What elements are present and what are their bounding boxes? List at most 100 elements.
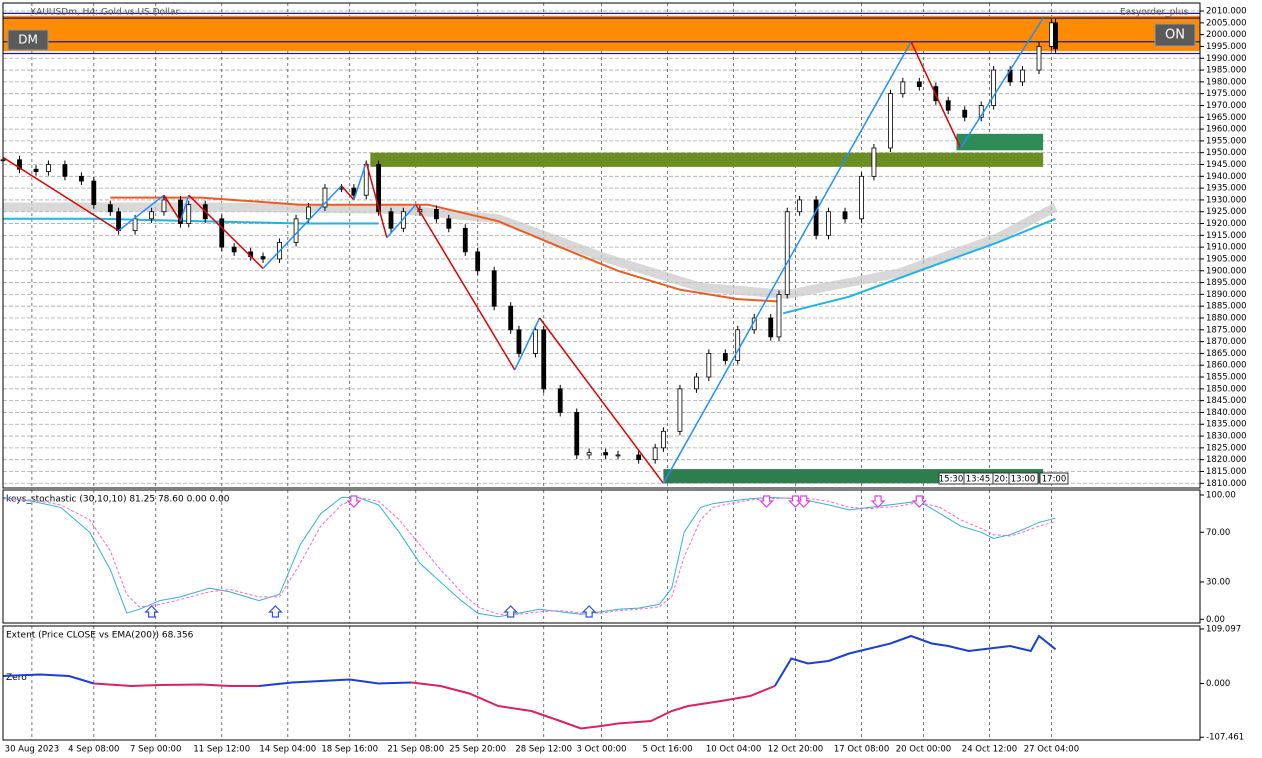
indicator-line xyxy=(2,496,1056,615)
zone xyxy=(370,152,1044,167)
indicator-line xyxy=(2,496,1056,618)
candle xyxy=(962,109,968,118)
signal-arrow-down xyxy=(870,495,886,508)
candle xyxy=(231,246,237,253)
time-label: 13:00 xyxy=(1011,475,1036,485)
y-tick-label: 0.000 xyxy=(1206,679,1230,689)
signal-arrow-up xyxy=(503,605,519,618)
candle xyxy=(826,211,831,236)
signal-arrow-down xyxy=(911,495,927,508)
signal-arrow-down xyxy=(796,495,812,508)
candle xyxy=(149,211,154,220)
y-tick-label: 1830.000 xyxy=(1206,432,1247,442)
candle xyxy=(293,218,299,243)
y-tick-label: 1980.000 xyxy=(1206,77,1247,87)
y-tick-label: 1875.000 xyxy=(1206,325,1247,335)
y-tick-label: 2000.000 xyxy=(1206,30,1247,40)
on-button-label[interactable]: ON xyxy=(1165,28,1185,43)
candle xyxy=(46,164,51,172)
y-tick-label: 70.00 xyxy=(1206,528,1230,538)
candle xyxy=(1036,46,1042,71)
zigzag-segment xyxy=(415,204,516,371)
expert-name: Easyorder_plus xyxy=(1120,8,1189,18)
candle xyxy=(1053,22,1058,50)
zone xyxy=(3,15,1200,52)
candle xyxy=(652,447,658,461)
candle xyxy=(433,208,439,220)
zigzag-segment xyxy=(118,194,165,232)
y-tick-label: 1985.000 xyxy=(1206,66,1247,76)
y-tick-label: 1880.000 xyxy=(1206,313,1247,323)
candle xyxy=(388,211,394,229)
y-tick-label: 1925.000 xyxy=(1206,207,1247,217)
candle xyxy=(706,353,712,378)
x-tick-label: 7 Sep 00:00 xyxy=(130,745,181,755)
x-tick-label: 27 Oct 04:00 xyxy=(1024,745,1079,755)
y-tick-label: 1935.000 xyxy=(1206,184,1247,194)
time-label: 17:00 xyxy=(1042,475,1067,485)
candle xyxy=(1020,69,1025,83)
signal-arrow-up xyxy=(267,605,283,618)
x-tick-label: 20 Oct 00:00 xyxy=(896,745,951,755)
y-tick-label: 1960.000 xyxy=(1206,125,1247,135)
indicator-line xyxy=(411,681,776,730)
moving-average xyxy=(3,217,379,225)
candle xyxy=(797,199,803,213)
candle xyxy=(557,388,563,413)
candle xyxy=(62,164,68,177)
zero-label: Zero xyxy=(6,673,27,683)
candle xyxy=(446,218,452,229)
moving-average xyxy=(110,196,780,303)
candle xyxy=(768,317,774,338)
candle xyxy=(178,199,183,224)
candle xyxy=(79,175,84,182)
candle xyxy=(306,206,311,220)
signal-arrow-down xyxy=(346,495,362,508)
candle xyxy=(161,199,167,213)
y-tick-label: 1995.000 xyxy=(1206,42,1247,52)
dm-button-label[interactable]: DM xyxy=(18,33,38,47)
zigzag-segment xyxy=(959,17,1044,149)
x-tick-label: 14 Sep 04:00 xyxy=(259,745,316,755)
x-tick-label: 28 Sep 12:00 xyxy=(515,745,572,755)
stochastic-panel-frame xyxy=(2,489,1201,624)
candle xyxy=(842,211,848,220)
time-label: 13:45 xyxy=(966,475,991,485)
y-tick-label: 1815.000 xyxy=(1206,467,1247,477)
time-label: 20: xyxy=(994,475,1008,485)
y-tick-label: 1915.000 xyxy=(1206,231,1247,241)
y-tick-label: 1970.000 xyxy=(1206,101,1247,111)
y-tick-label: 100.00 xyxy=(1206,490,1236,500)
zigzag-segment xyxy=(262,185,343,269)
y-tick-label: 1855.000 xyxy=(1206,373,1247,383)
y-tick-label: 30.00 xyxy=(1206,577,1230,587)
candle xyxy=(541,329,547,390)
y-tick-label: 1835.000 xyxy=(1206,420,1247,430)
y-tick-label: -107.461 xyxy=(1206,733,1244,743)
candle xyxy=(813,199,819,236)
zigzag-segment xyxy=(2,156,119,232)
on-button[interactable] xyxy=(1154,23,1196,47)
candle xyxy=(871,147,877,177)
candle xyxy=(91,180,97,206)
y-tick-label: 1820.000 xyxy=(1206,455,1247,465)
y-tick-label: 1900.000 xyxy=(1206,266,1247,276)
candle xyxy=(516,329,522,354)
y-tick-label: 1895.000 xyxy=(1206,278,1247,288)
x-tick-label: 11 Sep 12:00 xyxy=(193,745,250,755)
candle xyxy=(991,69,997,106)
y-tick-label: 2010.000 xyxy=(1206,7,1247,17)
y-tick-label: 1905.000 xyxy=(1206,254,1247,264)
candle xyxy=(508,305,514,331)
zigzag-segment xyxy=(340,185,355,201)
x-tick-label: 17 Oct 08:00 xyxy=(834,745,889,755)
candle xyxy=(661,430,666,449)
candle xyxy=(322,187,328,208)
x-tick-label: 12 Oct 20:00 xyxy=(768,745,823,755)
zigzag-segment xyxy=(538,317,665,484)
y-tick-label: 1910.000 xyxy=(1206,243,1247,253)
candle xyxy=(694,376,699,390)
y-tick-label: 1810.000 xyxy=(1206,479,1247,489)
candle xyxy=(260,256,266,260)
dm-button[interactable] xyxy=(7,29,49,51)
